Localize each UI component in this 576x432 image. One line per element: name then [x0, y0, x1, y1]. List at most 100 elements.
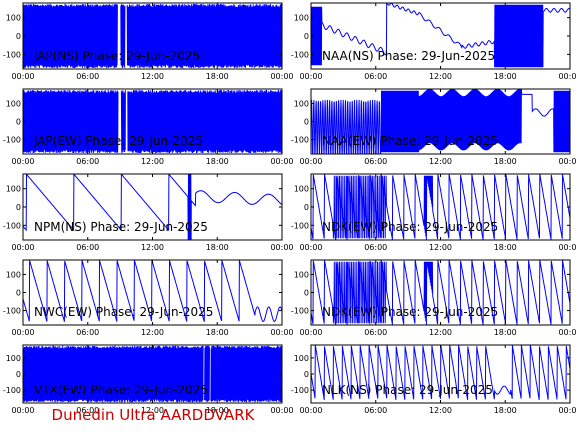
x-tick-label: 00:00 [299, 72, 322, 81]
x-tick-label: 06:00 [364, 406, 387, 415]
x-tick-label: 18:00 [494, 406, 517, 415]
panel-title: NAA(NS) Phase: 29-Jun-2025 [322, 49, 495, 63]
y-tick-label: -100 [3, 307, 21, 316]
panel-title: NDK(EW) Phase: 29-Jun-2025 [322, 220, 498, 234]
y-tick-label: 100 [6, 270, 21, 279]
phase-series-line [23, 89, 282, 154]
y-tick-label: 100 [294, 354, 309, 363]
y-tick-label: 0 [16, 32, 21, 41]
panel-title: NWC(EW) Phase: 29-Jun-2025 [34, 305, 213, 319]
phase-panel: 00:00 06:00 12:00 18:00 00:00 100 0 -100 NDK(EW)… [291, 173, 576, 252]
x-tick-label: 00:00 [299, 328, 322, 337]
x-tick-label: 00:00 [11, 157, 34, 166]
y-tick-label: -100 [291, 50, 309, 59]
x-tick-label: 12:00 [429, 157, 452, 166]
y-tick-label: -100 [291, 307, 309, 316]
x-tick-label: 12:00 [429, 243, 452, 252]
phase-panel: 00:00 06:00 12:00 18:00 00:00 100 0 -100 NAA(NS)… [291, 2, 576, 81]
x-tick-label: 00:00 [11, 328, 34, 337]
x-tick-label: 18:00 [206, 157, 229, 166]
y-tick-label: -100 [291, 386, 309, 395]
y-tick-label: 0 [16, 370, 21, 379]
panel-title: VTX(EW) Phase: 29-Jun-2025 [34, 383, 208, 397]
panel-title: JAP(NS) Phase: 29-Jun-2025 [33, 49, 200, 63]
x-tick-label: 06:00 [76, 157, 99, 166]
x-tick-label: 12:00 [429, 328, 452, 337]
y-tick-label: 100 [294, 99, 309, 108]
x-tick-label: 12:00 [429, 406, 452, 415]
x-tick-label: 00:00 [11, 72, 34, 81]
y-tick-label: 100 [294, 14, 309, 23]
panel-title: JAP(EW) Phase: 29-Jun-2025 [33, 134, 203, 148]
y-tick-label: -100 [291, 136, 309, 145]
x-tick-label: 00:00 [11, 243, 34, 252]
x-tick-label: 18:00 [206, 328, 229, 337]
x-tick-label: 00:00 [270, 406, 293, 415]
x-tick-label: 00:00 [299, 243, 322, 252]
y-tick-label: 0 [304, 118, 309, 127]
y-tick-label: 100 [294, 185, 309, 194]
panel-title: NDK(EW) Phase: 29-Jun-2025 [322, 305, 498, 319]
x-tick-label: 00:00 [558, 328, 576, 337]
x-tick-label: 12:00 [141, 157, 164, 166]
x-tick-label: 00:00 [11, 406, 34, 415]
x-tick-label: 00:00 [270, 328, 293, 337]
y-tick-label: 0 [304, 32, 309, 41]
y-tick-label: -100 [3, 136, 21, 145]
panel-title: NAA(EW) Phase: 29-Jun-2025 [322, 134, 498, 148]
phase-series-line [23, 345, 282, 403]
y-tick-label: -100 [3, 50, 21, 59]
x-tick-label: 18:00 [206, 406, 229, 415]
phase-series-line [311, 345, 570, 400]
phase-panel: 00:00 06:00 12:00 18:00 00:00 100 0 -100 JAP(NS)… [3, 2, 294, 81]
phase-series-line [23, 3, 282, 69]
phase-panel: 00:00 06:00 12:00 18:00 00:00 100 0 -100 NAA(EW)… [291, 88, 576, 166]
x-tick-label: 18:00 [494, 243, 517, 252]
phase-panel: 00:00 06:00 12:00 18:00 00:00 100 0 -100 NWC(EW)… [3, 259, 294, 337]
phase-series-line [311, 260, 570, 325]
y-tick-label: -100 [3, 386, 21, 395]
x-tick-label: 06:00 [364, 157, 387, 166]
y-tick-label: 100 [294, 270, 309, 279]
x-tick-label: 00:00 [558, 406, 576, 415]
phase-series-line [311, 3, 570, 68]
phase-series-line [23, 174, 282, 240]
y-tick-label: -100 [291, 221, 309, 230]
x-tick-label: 00:00 [299, 406, 322, 415]
x-tick-label: 18:00 [494, 72, 517, 81]
x-tick-label: 12:00 [141, 328, 164, 337]
x-tick-label: 18:00 [494, 157, 517, 166]
x-tick-label: 18:00 [494, 328, 517, 337]
y-tick-label: 0 [304, 289, 309, 298]
x-tick-label: 06:00 [76, 243, 99, 252]
x-tick-label: 12:00 [141, 243, 164, 252]
x-tick-label: 06:00 [76, 72, 99, 81]
phase-series-line [311, 89, 570, 154]
y-tick-label: 0 [304, 203, 309, 212]
x-tick-label: 00:00 [558, 243, 576, 252]
x-tick-label: 06:00 [76, 406, 99, 415]
x-tick-label: 00:00 [558, 72, 576, 81]
x-tick-label: 06:00 [364, 72, 387, 81]
y-tick-label: 0 [16, 203, 21, 212]
x-tick-label: 12:00 [429, 72, 452, 81]
footer-label: Dunedin Ultra AARDDVARK [52, 406, 256, 424]
y-tick-label: -100 [3, 221, 21, 230]
y-tick-label: 100 [6, 354, 21, 363]
x-tick-label: 00:00 [558, 157, 576, 166]
y-tick-label: 0 [16, 118, 21, 127]
phase-panel: 00:00 06:00 12:00 18:00 00:00 100 0 -100 NPM(NS)… [3, 173, 294, 252]
y-tick-label: 0 [304, 370, 309, 379]
panel-title: NPM(NS) Phase: 29-Jun-2025 [34, 220, 208, 234]
x-tick-label: 06:00 [76, 328, 99, 337]
phase-panel: 00:00 06:00 12:00 18:00 00:00 100 0 -100 NLK(NS)… [291, 344, 576, 415]
x-tick-label: 00:00 [270, 157, 293, 166]
x-tick-label: 06:00 [364, 243, 387, 252]
phase-panel: 00:00 06:00 12:00 18:00 00:00 100 0 -100 VTX(EW)… [3, 344, 294, 415]
phase-panel: 00:00 06:00 12:00 18:00 00:00 100 0 -100 JAP(EW)… [3, 88, 294, 166]
y-tick-label: 100 [6, 99, 21, 108]
y-tick-label: 0 [16, 289, 21, 298]
y-tick-label: 100 [6, 185, 21, 194]
panel-title: NLK(NS) Phase: 29-Jun-2025 [322, 383, 493, 397]
